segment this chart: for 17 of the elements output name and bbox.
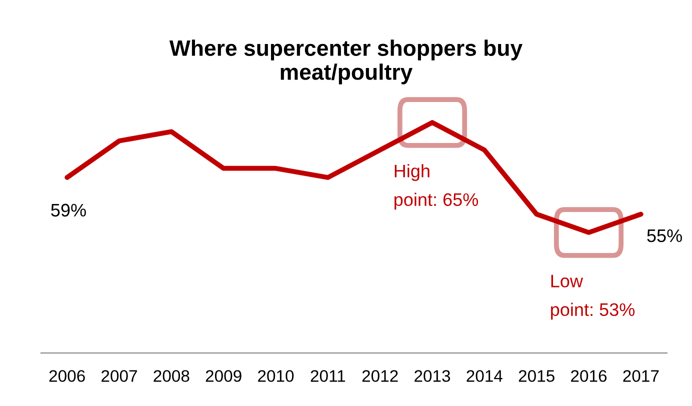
x-tick-label: 2014 xyxy=(466,370,502,382)
data-label: 55% xyxy=(647,229,682,242)
x-tick-label: 2010 xyxy=(258,370,294,382)
x-tick-label: 2009 xyxy=(206,370,242,382)
x-tick-label: 2016 xyxy=(571,370,607,382)
data-label: 59% xyxy=(51,204,86,217)
x-tick-label: 2011 xyxy=(310,370,346,382)
x-tick-label: 2017 xyxy=(623,370,659,382)
x-tick-label: 2008 xyxy=(154,370,190,382)
annotation: Low point: 53% xyxy=(551,274,635,320)
x-tick-label: 2012 xyxy=(362,370,398,382)
x-tick-label: 2015 xyxy=(518,370,554,382)
x-tick-label: 2013 xyxy=(414,370,450,382)
x-tick-label: 2007 xyxy=(102,370,137,382)
chart-title: Where supercenter shoppers buy meat/poultry xyxy=(169,40,522,84)
x-tick-label: 2006 xyxy=(49,370,85,382)
annotation: High point: 65% xyxy=(394,164,478,210)
